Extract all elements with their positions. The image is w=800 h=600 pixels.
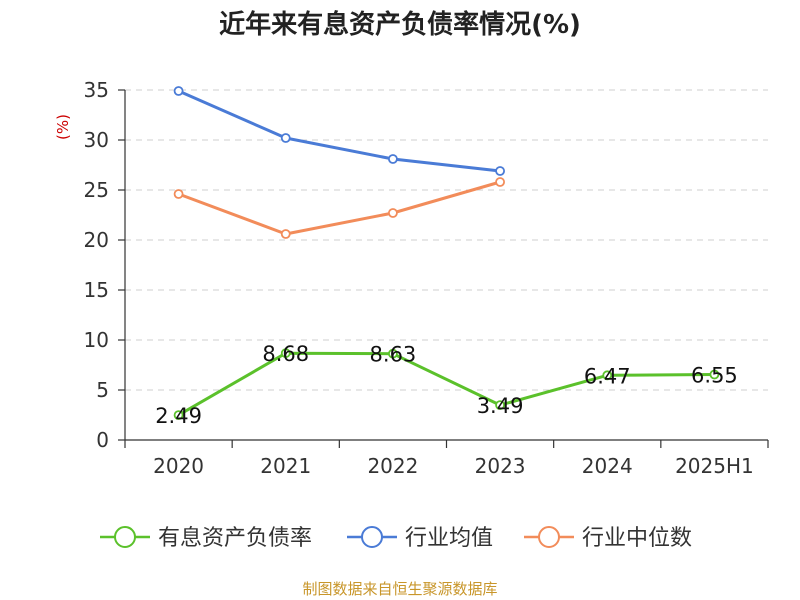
legend-item-1[interactable]: 行业均值 bbox=[347, 526, 493, 551]
series-point bbox=[388, 348, 398, 359]
series-point bbox=[388, 208, 398, 218]
legend-item-2[interactable]: 行业中位数 bbox=[524, 526, 692, 551]
series-point bbox=[280, 348, 291, 359]
legend-marker bbox=[538, 526, 560, 548]
grid-lines bbox=[125, 89, 768, 391]
y-tick-label: 5 bbox=[96, 378, 109, 402]
series-point bbox=[602, 370, 613, 381]
data-labels: 2.49 8.68 8.63 3.49 6.47 6.55 bbox=[155, 342, 738, 428]
data-label: 8.63 bbox=[370, 343, 417, 367]
series-lines bbox=[173, 86, 720, 421]
axes: 0 5 10 15 20 25 30 35 2020 2021 2022 2023 2024 2025H1 bbox=[84, 78, 769, 478]
data-label: 3.49 bbox=[477, 394, 524, 418]
series-line-0 bbox=[177, 351, 715, 417]
data-label: 8.68 bbox=[262, 342, 309, 366]
data-label: 6.47 bbox=[584, 364, 631, 388]
data-label: 6.55 bbox=[691, 364, 738, 388]
series-point bbox=[495, 166, 505, 176]
y-tick-label: 35 bbox=[84, 78, 109, 102]
y-axis-unit: (%) bbox=[54, 114, 72, 140]
legend-label: 有息资产负债率 bbox=[158, 526, 312, 551]
chart-title: 近年来有息资产负债率情况(%) bbox=[219, 9, 581, 40]
series-point bbox=[388, 154, 398, 164]
series-point bbox=[495, 400, 505, 411]
y-tick-label: 0 bbox=[96, 428, 109, 452]
y-tick-label: 25 bbox=[84, 178, 109, 202]
legend-marker bbox=[114, 526, 136, 548]
x-tick-label: 2025H1 bbox=[675, 454, 754, 478]
source-note: 制图数据来自恒生聚源数据库 bbox=[302, 580, 497, 598]
y-tick-label: 10 bbox=[84, 328, 109, 352]
data-label: 2.49 bbox=[155, 404, 202, 428]
x-tick-label: 2020 bbox=[153, 454, 204, 478]
x-tick-label: 2023 bbox=[475, 454, 526, 478]
x-tick-label: 2022 bbox=[367, 454, 418, 478]
series-point bbox=[280, 229, 291, 239]
legend-item-0[interactable]: 有息资产负债率 bbox=[100, 526, 312, 551]
series-line-1 bbox=[177, 89, 501, 173]
series-line-2 bbox=[178, 180, 501, 236]
legend[interactable]: 有息资产负债率 行业均值 行业中位数 bbox=[100, 526, 692, 551]
series-point bbox=[173, 86, 184, 96]
series-point bbox=[280, 133, 291, 143]
legend-label: 行业中位数 bbox=[582, 526, 692, 551]
series-point bbox=[495, 177, 505, 187]
series-point bbox=[173, 410, 184, 421]
y-tick-label: 30 bbox=[84, 128, 109, 152]
series-point bbox=[709, 369, 720, 380]
y-tick-label: 15 bbox=[84, 278, 109, 302]
y-tick-label: 20 bbox=[84, 228, 109, 252]
legend-label: 行业均值 bbox=[405, 526, 493, 551]
x-tick-label: 2024 bbox=[582, 454, 633, 478]
legend-marker bbox=[361, 526, 383, 548]
x-tick-label: 2021 bbox=[260, 454, 311, 478]
series-point bbox=[173, 189, 184, 199]
